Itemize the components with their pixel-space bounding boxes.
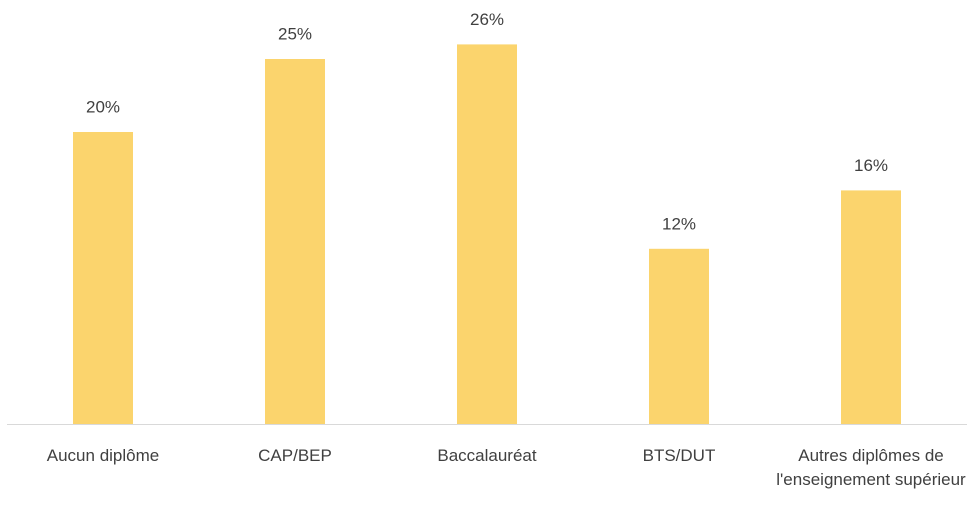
data-label: 25% — [278, 24, 312, 43]
bar — [841, 190, 901, 424]
x-tick-label: Baccalauréat — [437, 446, 537, 465]
x-tick-label: Aucun diplôme — [46, 446, 160, 465]
x-tick-label: BTS/DUT — [642, 446, 716, 465]
bar — [265, 59, 325, 424]
data-label: 16% — [854, 156, 888, 175]
x-tick-label: Autres diplômes de l'enseignement supéri… — [776, 446, 966, 489]
x-tick-label: CAP/BEP — [258, 446, 332, 465]
bar — [73, 132, 133, 424]
bar — [457, 44, 517, 425]
data-label: 20% — [86, 97, 120, 116]
bar — [649, 248, 709, 424]
data-label: 12% — [662, 214, 696, 233]
data-label: 26% — [470, 10, 504, 29]
